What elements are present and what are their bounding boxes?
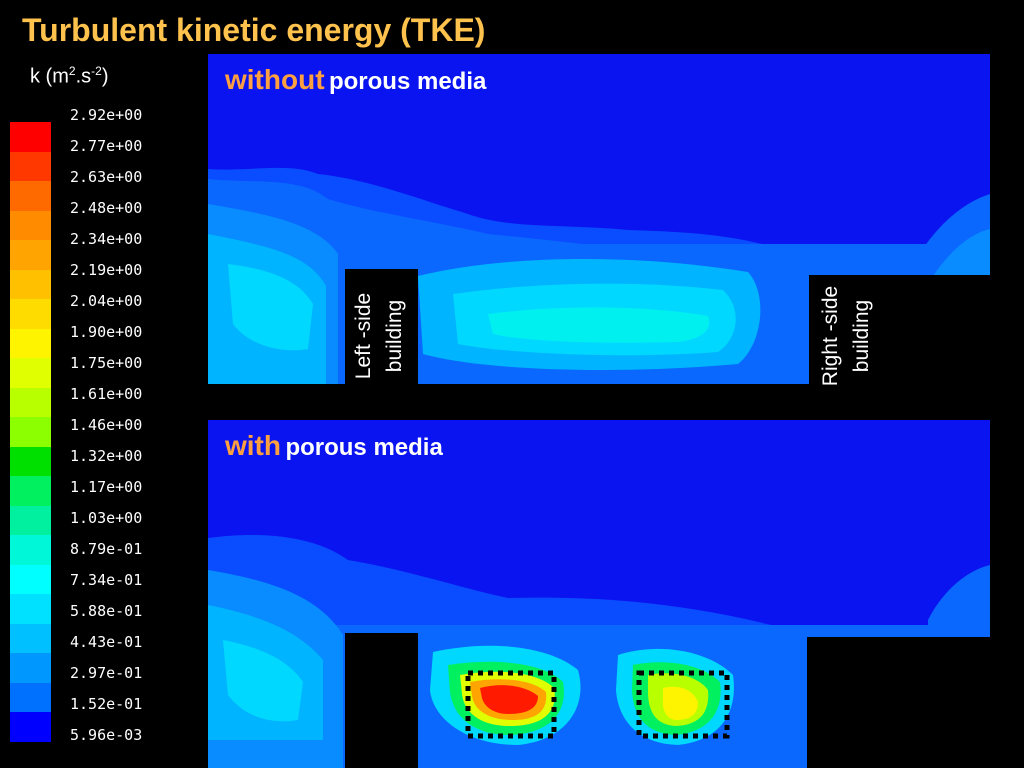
units-label: k (m2.s-2) [30, 64, 108, 89]
right-building-label-line2: building [850, 299, 873, 373]
colorbar-tick-label: 1.61e+00 [70, 385, 143, 403]
colorbar-tick-label: 2.48e+00 [70, 199, 143, 217]
contour-plot-without [208, 54, 990, 404]
colorbar-tick-label: 4.43e-01 [70, 633, 143, 651]
label-highlight: with [225, 430, 281, 461]
contour-band [208, 534, 808, 640]
colorbar-swatch [10, 564, 51, 595]
colorbar-swatch [10, 623, 51, 654]
units-exp2: -2 [91, 64, 102, 78]
colorbar-swatch [10, 417, 51, 448]
colorbar-swatch [10, 210, 51, 241]
label-rest: porous media [285, 434, 443, 461]
colorbar-swatch [10, 240, 51, 271]
colorbar-swatch [10, 446, 51, 477]
colorbar-swatch [10, 269, 51, 300]
colorbar-swatch [10, 387, 51, 418]
colorbar-swatch [10, 358, 51, 389]
panel-label: with porous media [225, 430, 443, 462]
colorbar [10, 122, 51, 743]
colorbar-swatch [10, 151, 51, 182]
porous-zone-right [636, 670, 730, 739]
contour-band [488, 307, 710, 343]
panel-without-porous: without porous media [208, 54, 990, 404]
colorbar-tick-label: 1.17e+00 [70, 478, 143, 496]
colorbar-swatch [10, 505, 51, 536]
colorbar-tick-label: 2.63e+00 [70, 168, 143, 186]
right-building-label: Right -side building [815, 271, 877, 401]
colorbar-swatch [10, 476, 51, 507]
colorbar-swatch [10, 181, 51, 212]
colorbar-swatch [10, 682, 51, 713]
colorbar-tick-label: 1.32e+00 [70, 447, 143, 465]
label-rest: porous media [328, 68, 487, 95]
panel-gap [208, 384, 990, 404]
units-mid: .s [75, 65, 92, 88]
colorbar-tick-label: 1.03e+00 [70, 509, 143, 527]
panel-with-porous: with porous media [208, 420, 990, 768]
colorbar-swatch [10, 535, 51, 566]
right-building [807, 637, 990, 768]
panel-label: without porous media [225, 64, 486, 96]
colorbar-tick-label: 2.04e+00 [70, 292, 143, 310]
colorbar-swatch [10, 712, 51, 743]
colorbar-tick-label: 1.90e+00 [70, 323, 143, 341]
contour-band [928, 565, 990, 640]
left-building-label-line1: Left -side [352, 292, 375, 380]
colorbar-swatch [10, 328, 51, 359]
right-building-label-line1: Right -side [819, 285, 842, 387]
colorbar-tick-label: 7.34e-01 [70, 571, 143, 589]
colorbar-tick-label: 1.52e-01 [70, 695, 143, 713]
colorbar-tick-label: 2.19e+00 [70, 261, 143, 279]
left-building-label: Left -side building [348, 276, 410, 396]
left-building [345, 633, 418, 768]
contour-band [662, 686, 698, 720]
left-building [345, 269, 418, 404]
units-end: ) [101, 65, 109, 88]
colorbar-tick-label: 2.34e+00 [70, 230, 143, 248]
porous-zone-left [465, 670, 557, 739]
contour-plot-with [208, 420, 990, 768]
units-base: k (m [30, 65, 69, 88]
left-building-label-line2: building [383, 299, 406, 373]
colorbar-tick-label: 5.96e-03 [70, 726, 143, 744]
colorbar-tick-label: 2.97e-01 [70, 664, 143, 682]
colorbar-tick-label: 1.46e+00 [70, 416, 143, 434]
contour-band [228, 264, 313, 351]
colorbar-tick-label: 2.92e+00 [70, 106, 143, 124]
colorbar-swatch [10, 653, 51, 684]
right-building [809, 275, 990, 404]
colorbar-tick-label: 2.77e+00 [70, 137, 143, 155]
contour-band [480, 685, 538, 714]
colorbar-swatch [10, 122, 51, 153]
page-title: Turbulent kinetic energy (TKE) [22, 12, 486, 48]
contour-band [933, 229, 990, 276]
colorbar-swatch [10, 594, 51, 625]
label-highlight: without [225, 64, 325, 95]
colorbar-swatch [10, 299, 51, 330]
colorbar-tick-label: 5.88e-01 [70, 602, 143, 620]
contour-band [223, 640, 303, 722]
colorbar-tick-label: 8.79e-01 [70, 540, 143, 558]
units-exp1: 2 [68, 64, 76, 78]
colorbar-tick-label: 1.75e+00 [70, 354, 143, 372]
